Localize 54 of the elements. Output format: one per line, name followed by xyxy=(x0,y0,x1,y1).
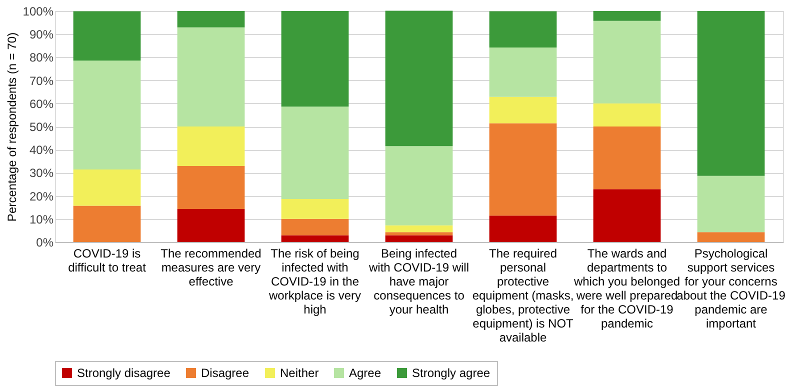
bar xyxy=(697,11,765,176)
bar xyxy=(177,166,245,209)
y-tick-label: 10% xyxy=(29,212,54,226)
bar xyxy=(281,11,349,107)
bar xyxy=(281,235,349,242)
bar xyxy=(489,216,557,242)
legend-label: Strongly agree xyxy=(412,366,490,380)
bar xyxy=(73,169,141,206)
bar xyxy=(73,11,141,61)
y-tick-label: 100% xyxy=(22,4,54,18)
bar xyxy=(177,126,245,166)
bar xyxy=(385,146,453,226)
y-tick-label: 90% xyxy=(29,28,54,42)
y-tick-label: 60% xyxy=(29,96,54,111)
bar xyxy=(593,11,661,21)
legend-label: Agree xyxy=(349,366,382,380)
bar xyxy=(177,208,245,242)
y-tick-label: 50% xyxy=(29,120,54,134)
y-tick-label: 20% xyxy=(29,189,54,204)
y-tick-label: 0% xyxy=(36,236,54,250)
bar xyxy=(281,218,349,236)
bar xyxy=(593,126,661,190)
bar xyxy=(697,176,765,232)
bar xyxy=(385,232,453,236)
y-tick-label: 80% xyxy=(29,50,54,65)
bar xyxy=(385,10,453,146)
bar xyxy=(385,225,453,232)
bar xyxy=(281,106,349,200)
bar xyxy=(73,206,141,242)
bar xyxy=(385,235,453,242)
bar xyxy=(489,123,557,216)
x-tick-label: The recommended measures are very effective xyxy=(160,246,262,288)
y-tick-label: 70% xyxy=(29,74,54,88)
bar xyxy=(593,20,661,104)
bar xyxy=(489,48,557,97)
bar xyxy=(489,11,557,48)
bar xyxy=(281,199,349,219)
bar xyxy=(73,60,141,170)
x-tick-label: Being infected with COVID-19 will have major consequences to your health xyxy=(368,246,470,316)
bar xyxy=(177,27,245,126)
bar xyxy=(489,96,557,124)
y-tick-label: 30% xyxy=(29,166,54,180)
legend-label: Neither xyxy=(280,366,319,380)
legend-label: Disagree xyxy=(201,366,250,380)
x-tick-label: COVID-19 is difficult to treat xyxy=(68,246,147,274)
x-tick-label: The required personal protective equipment (masks, globes, protective equipment) is NOT available xyxy=(472,246,574,344)
bar xyxy=(697,232,765,242)
legend-label: Strongly disagree xyxy=(77,366,171,380)
x-tick-label: The risk of being infected with COVID-19 in the workplace is very high xyxy=(268,246,362,316)
bar xyxy=(177,11,245,28)
bar xyxy=(593,189,661,242)
bar xyxy=(593,103,661,126)
y-axis-title: Percentage of respondents (n = 70) xyxy=(4,32,19,222)
y-tick-label: 40% xyxy=(29,143,54,158)
